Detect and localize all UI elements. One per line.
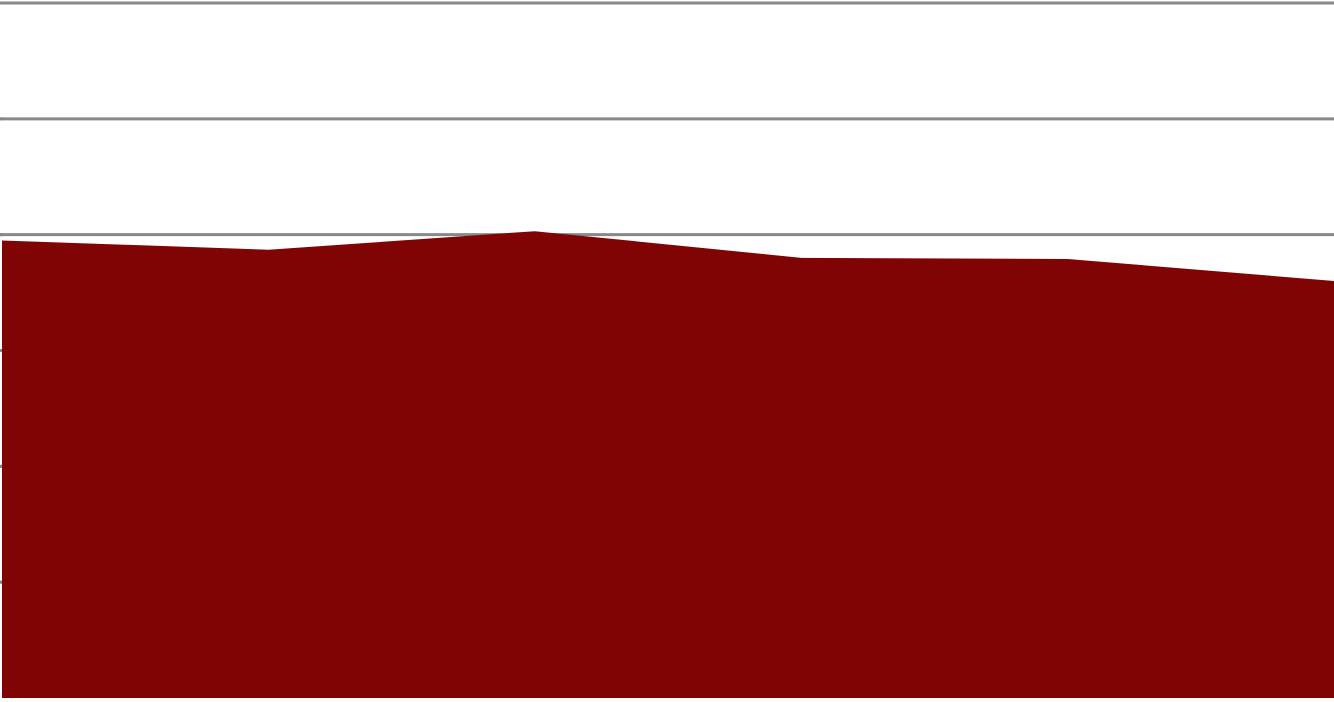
area-series-0 [2, 231, 1334, 699]
series-group [2, 231, 1334, 699]
